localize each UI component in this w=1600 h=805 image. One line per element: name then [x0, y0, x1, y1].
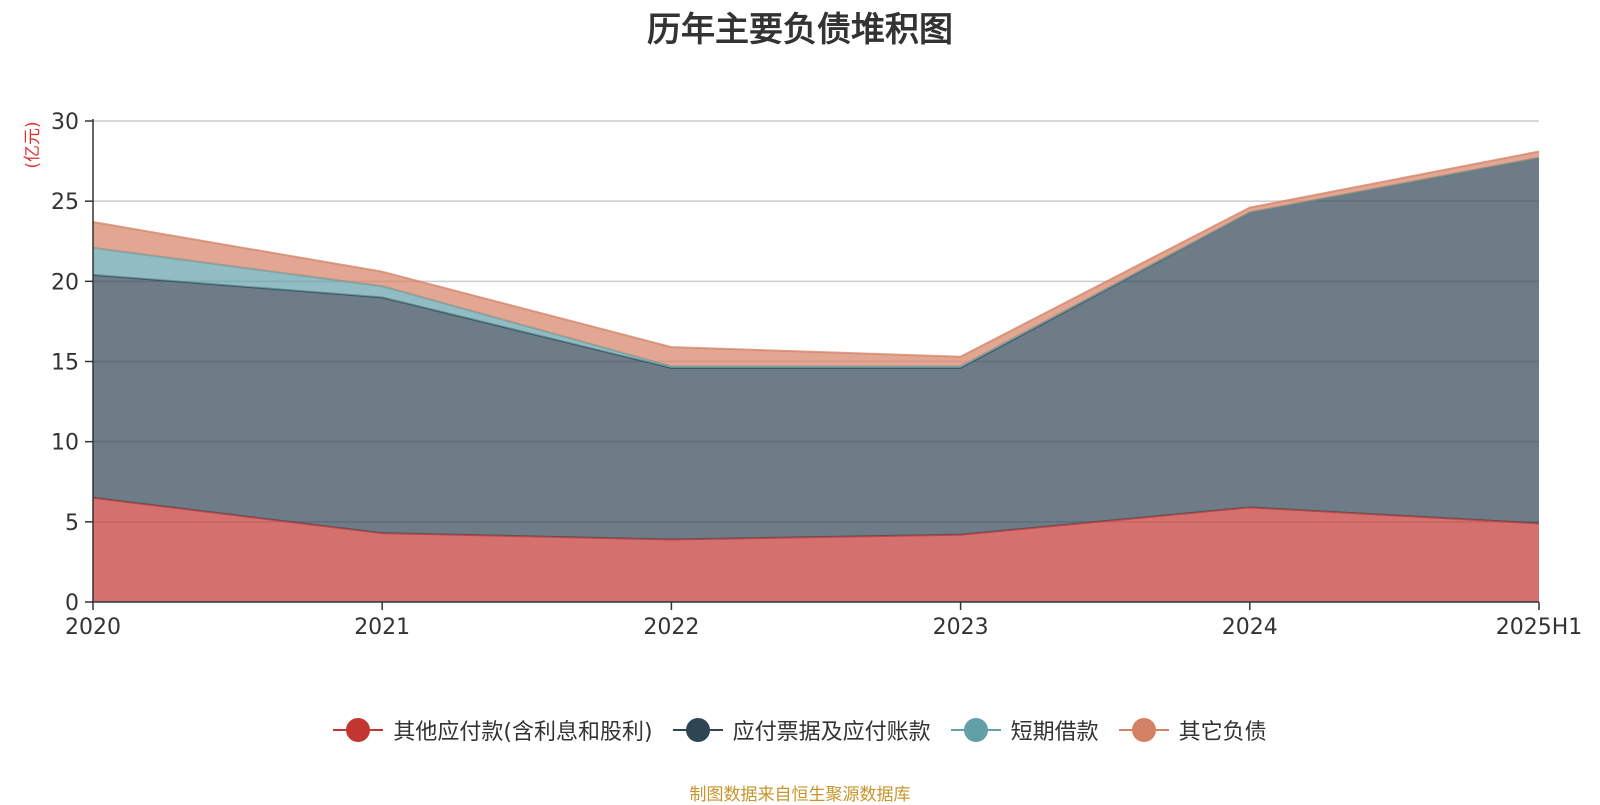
x-tick-label: 2021	[354, 615, 410, 640]
y-tick-label: 30	[51, 110, 79, 135]
x-tick-label: 2022	[643, 615, 699, 640]
legend-marker-icon	[333, 718, 384, 742]
legend-label: 其他应付款(含利息和股利)	[393, 720, 653, 745]
axes: 0 5 10 15 20 25 30 2020 2021 2022 2023 2024 2025H1	[51, 110, 1582, 640]
legend-label: 应付票据及应付账款	[732, 720, 931, 745]
legend-label: 其它负债	[1178, 720, 1267, 745]
legend-marker-icon	[672, 718, 723, 742]
x-tick-label: 2020	[65, 615, 121, 640]
chart-legend[interactable]: 其他应付款(含利息和股利) 应付票据及应付账款 短期借款 其它负债	[0, 714, 1600, 746]
y-tick-label: 25	[51, 190, 79, 215]
source-note: 制图数据来自恒生聚源数据库	[689, 785, 911, 805]
y-tick-label: 15	[51, 351, 79, 376]
x-tick-label: 2025H1	[1496, 615, 1583, 640]
y-tick-label: 5	[65, 511, 79, 536]
x-tick-label: 2023	[933, 615, 989, 640]
stacked-area-chart: 0 5 10 15 20 25 30 2020 2021 2022 2023 2024 2025H1 (…	[23, 110, 1582, 640]
legend-item-2[interactable]: 应付票据及应付账款	[672, 714, 931, 746]
x-tick-label: 2024	[1222, 615, 1278, 640]
y-tick-label: 20	[51, 270, 79, 295]
legend-label: 短期借款	[1010, 720, 1099, 745]
series-line-4	[92, 150, 1540, 358]
area-series-1	[93, 497, 1539, 602]
chart-title: 历年主要负债堆积图	[647, 10, 953, 50]
legend-marker-icon	[1118, 718, 1169, 742]
area-series-2	[93, 157, 1539, 540]
legend-item-4[interactable]: 其它负债	[1118, 714, 1267, 746]
y-axis-label: (亿元)	[23, 121, 43, 168]
legend-marker-icon	[950, 718, 1001, 742]
y-tick-label: 0	[65, 591, 79, 616]
y-tick-label: 10	[51, 431, 79, 456]
legend-item-1[interactable]: 其他应付款(含利息和股利)	[333, 714, 653, 746]
legend-item-3[interactable]: 短期借款	[950, 714, 1099, 746]
area-series	[92, 150, 1540, 602]
